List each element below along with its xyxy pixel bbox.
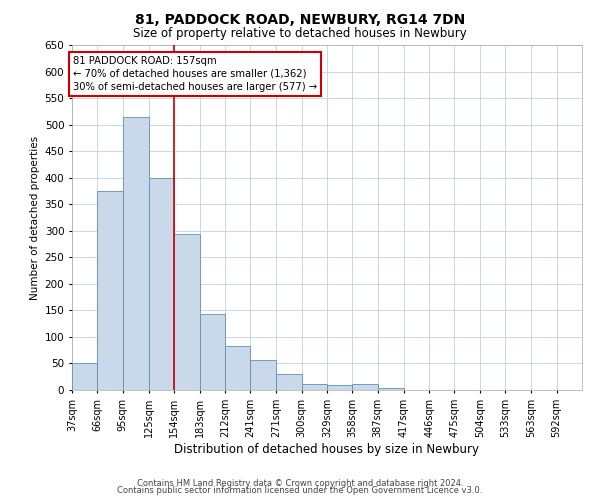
Y-axis label: Number of detached properties: Number of detached properties: [31, 136, 40, 300]
Bar: [250, 360, 277, 390]
Text: 81 PADDOCK ROAD: 157sqm
← 70% of detached houses are smaller (1,362)
30% of semi: 81 PADDOCK ROAD: 157sqm ← 70% of detache…: [73, 56, 317, 92]
Text: Contains public sector information licensed under the Open Government Licence v3: Contains public sector information licen…: [118, 486, 482, 495]
Bar: [352, 384, 377, 390]
Bar: [377, 388, 404, 390]
Bar: [199, 314, 225, 390]
Text: 81, PADDOCK ROAD, NEWBURY, RG14 7DN: 81, PADDOCK ROAD, NEWBURY, RG14 7DN: [135, 12, 465, 26]
Bar: [302, 384, 327, 390]
Bar: [225, 346, 250, 390]
Text: Contains HM Land Registry data © Crown copyright and database right 2024.: Contains HM Land Registry data © Crown c…: [137, 478, 463, 488]
Bar: [327, 384, 352, 390]
Text: Size of property relative to detached houses in Newbury: Size of property relative to detached ho…: [133, 28, 467, 40]
Bar: [174, 234, 199, 390]
Bar: [277, 374, 302, 390]
Bar: [122, 116, 149, 390]
Bar: [149, 178, 174, 390]
Bar: [97, 191, 122, 390]
Bar: [72, 364, 97, 390]
X-axis label: Distribution of detached houses by size in Newbury: Distribution of detached houses by size …: [175, 442, 479, 456]
